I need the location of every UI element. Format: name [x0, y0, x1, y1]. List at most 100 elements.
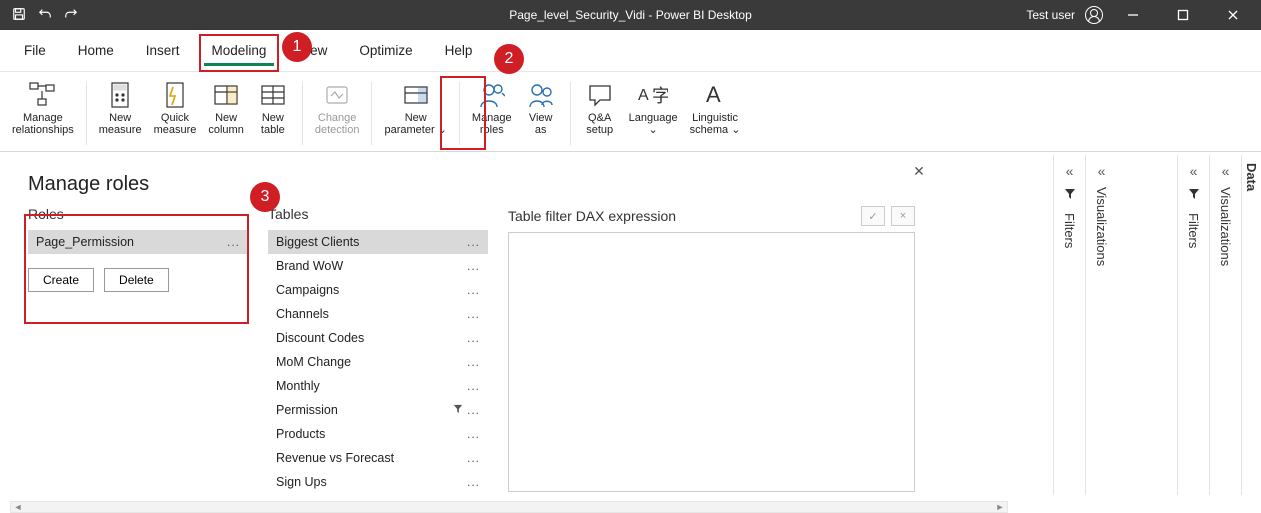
- undo-icon[interactable]: [38, 7, 52, 24]
- ribbon-separator: [302, 82, 303, 145]
- dialog-close-button[interactable]: ✕: [909, 161, 929, 181]
- menu-home[interactable]: Home: [62, 30, 130, 72]
- linguistic-icon: A: [702, 78, 728, 112]
- table-menu-icon[interactable]: ...: [467, 235, 480, 249]
- linguistic-schema-button[interactable]: A Linguistic schema ⌄: [684, 76, 747, 151]
- pane-label: Filters: [1062, 213, 1077, 248]
- new-column-button[interactable]: New column: [202, 76, 249, 151]
- label: Linguistic schema ⌄: [690, 112, 741, 136]
- table-name: Channels: [276, 307, 329, 321]
- table-item[interactable]: Revenue vs Forecast...: [268, 446, 488, 470]
- scroll-right-icon[interactable]: ►: [993, 502, 1007, 512]
- manage-roles-button[interactable]: Manage roles: [466, 76, 518, 151]
- table-menu-icon[interactable]: ...: [467, 331, 480, 345]
- table-menu-icon[interactable]: ...: [467, 427, 480, 441]
- visualizations-pane-collapsed-2[interactable]: « Visualizations: [1209, 155, 1241, 495]
- redo-icon[interactable]: [64, 7, 78, 24]
- menu-optimize[interactable]: Optimize: [343, 30, 428, 72]
- table-item[interactable]: Discount Codes...: [268, 326, 488, 350]
- table-name: MoM Change: [276, 355, 351, 369]
- table-item[interactable]: Products...: [268, 422, 488, 446]
- scroll-left-icon[interactable]: ◄: [11, 502, 25, 512]
- menu-insert[interactable]: Insert: [130, 30, 196, 72]
- create-role-button[interactable]: Create: [28, 268, 94, 292]
- roles-header: Roles: [28, 206, 248, 222]
- ribbon-separator: [570, 82, 571, 145]
- language-icon: A字: [638, 78, 668, 112]
- new-table-button[interactable]: New table: [250, 76, 296, 151]
- pane-label: Visualizations: [1094, 187, 1109, 266]
- table-name: Discount Codes: [276, 331, 364, 345]
- maximize-button[interactable]: [1163, 0, 1203, 30]
- role-name: Page_Permission: [36, 235, 134, 249]
- language-button[interactable]: A字 Language ⌄: [623, 76, 684, 151]
- pane-label: Filters: [1186, 213, 1201, 248]
- menu-help[interactable]: Help: [429, 30, 489, 72]
- table-menu-icon[interactable]: ...: [467, 379, 480, 393]
- table-item[interactable]: Brand WoW...: [268, 254, 488, 278]
- quick-measure-button[interactable]: Quick measure: [148, 76, 203, 151]
- menubar: File Home Insert Modeling View Optimize …: [0, 30, 1261, 72]
- horizontal-scrollbar[interactable]: ◄ ►: [10, 501, 1008, 513]
- tables-list: Biggest Clients...Brand WoW...Campaigns.…: [268, 230, 488, 494]
- expand-icon: «: [1066, 163, 1074, 179]
- dax-editor[interactable]: [508, 232, 915, 492]
- dax-apply-button[interactable]: ✓: [861, 206, 885, 226]
- manage-roles-icon: [479, 78, 505, 112]
- save-icon[interactable]: [12, 7, 26, 24]
- table-menu-icon[interactable]: ...: [467, 259, 480, 273]
- view-as-button[interactable]: View as: [518, 76, 564, 151]
- visualizations-pane-collapsed[interactable]: « Visualizations: [1085, 155, 1117, 495]
- label: Language ⌄: [629, 112, 678, 136]
- table-item[interactable]: Campaigns...: [268, 278, 488, 302]
- change-detection-icon: [324, 78, 350, 112]
- dax-cancel-button[interactable]: ×: [891, 206, 915, 226]
- close-button[interactable]: [1213, 0, 1253, 30]
- new-parameter-button[interactable]: New parameter ⌄: [378, 76, 452, 151]
- role-item[interactable]: Page_Permission ...: [28, 230, 248, 254]
- menu-modeling[interactable]: Modeling: [196, 30, 283, 72]
- table-menu-icon[interactable]: ...: [467, 307, 480, 321]
- manage-relationships-button[interactable]: Manage relationships: [6, 76, 80, 151]
- expand-icon: «: [1098, 163, 1106, 179]
- view-as-icon: [528, 78, 554, 112]
- role-menu-icon[interactable]: ...: [227, 235, 240, 249]
- table-menu-icon[interactable]: ...: [453, 403, 480, 417]
- delete-role-button[interactable]: Delete: [104, 268, 169, 292]
- table-menu-icon[interactable]: ...: [467, 451, 480, 465]
- filters-pane-collapsed-2[interactable]: « Filters: [1177, 155, 1209, 495]
- label: Change detection: [315, 112, 360, 136]
- calculator-icon: [108, 78, 132, 112]
- dax-column: Table filter DAX expression ✓ ×: [508, 206, 935, 494]
- roles-list: Page_Permission ...: [28, 230, 248, 254]
- label: Manage roles: [472, 112, 512, 136]
- table-menu-icon[interactable]: ...: [467, 283, 480, 297]
- label: New measure: [99, 112, 142, 136]
- data-pane-tab[interactable]: Data: [1241, 155, 1261, 495]
- funnel-icon: [1188, 187, 1200, 205]
- new-table-icon: [260, 78, 286, 112]
- change-detection-button: Change detection: [309, 76, 366, 151]
- table-menu-icon[interactable]: ...: [467, 355, 480, 369]
- ribbon: Manage relationships New measure Quick m…: [0, 72, 1261, 152]
- table-item[interactable]: Monthly...: [268, 374, 488, 398]
- new-column-icon: [213, 78, 239, 112]
- pane-label: Visualizations: [1218, 187, 1233, 266]
- new-measure-button[interactable]: New measure: [93, 76, 148, 151]
- table-item[interactable]: MoM Change...: [268, 350, 488, 374]
- table-menu-icon[interactable]: ...: [467, 475, 480, 489]
- qa-setup-button[interactable]: Q&A setup: [577, 76, 623, 151]
- user-name[interactable]: Test user: [1026, 8, 1075, 22]
- table-item[interactable]: Permission ...: [268, 398, 488, 422]
- table-item[interactable]: Sign Ups...: [268, 470, 488, 494]
- filters-pane-collapsed[interactable]: « Filters: [1053, 155, 1085, 495]
- table-item[interactable]: Biggest Clients...: [268, 230, 488, 254]
- table-name: Biggest Clients: [276, 235, 359, 249]
- minimize-button[interactable]: [1113, 0, 1153, 30]
- user-avatar-icon[interactable]: [1085, 6, 1103, 24]
- table-name: Revenue vs Forecast: [276, 451, 394, 465]
- svg-text:A: A: [706, 82, 721, 107]
- table-item[interactable]: Channels...: [268, 302, 488, 326]
- callout-circle: 3: [250, 182, 280, 212]
- menu-file[interactable]: File: [8, 30, 62, 72]
